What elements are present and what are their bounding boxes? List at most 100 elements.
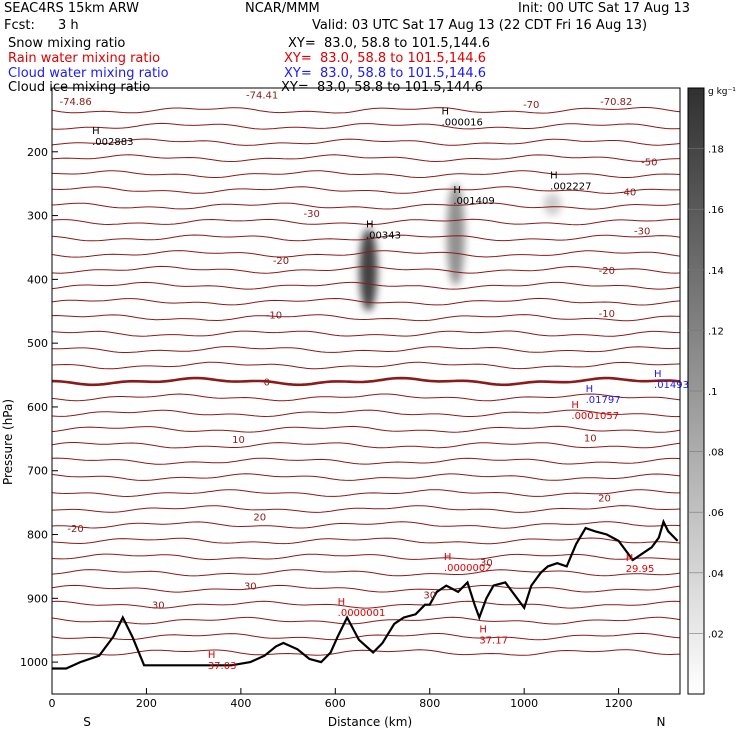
isotherm-line-1	[51, 122, 681, 130]
x-tick-label-2: 400	[230, 697, 251, 710]
y-tick-label-2: 400	[27, 273, 48, 286]
isotherm-label-1: -74.41	[246, 90, 278, 101]
isotherm-line-22	[51, 457, 681, 465]
isotherm-label-15: 20	[598, 494, 611, 505]
maximum-h-marker-9: H	[338, 597, 346, 608]
legend-cloud-ice-xy: XY= 83.0, 58.8 to 101.5,144.6	[281, 80, 484, 95]
y-tick-label-0: 200	[27, 146, 48, 159]
x-axis-label: Distance (km)	[328, 715, 412, 729]
isotherm-line-9	[51, 250, 681, 258]
maximum-value-6: .01493	[654, 380, 689, 391]
isotherm-label-5: -40	[620, 187, 636, 198]
legend-cloud-water-xy: XY= 83.0, 58.8 to 101.5,144.6	[284, 66, 487, 81]
maximum-h-marker-6: H	[654, 369, 662, 380]
temperature-contours	[51, 107, 681, 656]
valid-time: Valid: 03 UTC Sat 17 Aug 13 (22 CDT Fri …	[312, 18, 648, 33]
maximum-value-12: 29.95	[626, 564, 655, 575]
isotherm-line-8	[51, 234, 681, 242]
colorbar-tick-label-0: .02	[708, 629, 724, 640]
maximum-h-marker-12: H	[626, 553, 634, 564]
isotherm-label-6: -30	[304, 209, 320, 220]
isotherm-label-14: 10	[584, 434, 597, 445]
terrain-profile	[52, 518, 679, 670]
isotherm-line-6	[51, 202, 681, 210]
colorbar-tick-label-4: .1	[708, 387, 718, 398]
x-tick-label-5: 1000	[510, 697, 538, 710]
isotherm-line-2	[51, 138, 681, 146]
forecast-hours: 3 h	[58, 18, 79, 33]
y-axis-label: Pressure (hPa)	[1, 399, 15, 485]
x-tick-label-3: 600	[325, 697, 346, 710]
maximum-h-marker-0: H	[92, 126, 100, 137]
y-tick-label-6: 800	[27, 529, 48, 542]
maximum-value-5: .01797	[586, 395, 621, 406]
colorbar: g kg⁻¹ .02 .04 .06 .08 .1 .12 .14 .16 .18	[687, 87, 736, 695]
cloud-column-1	[446, 183, 465, 286]
y-tick-label-8: 1000	[20, 656, 48, 669]
isotherm-line-10	[51, 265, 681, 274]
cloud-column-2	[543, 193, 562, 216]
maximum-value-4: .002227	[550, 181, 591, 192]
isotherm-label-2: -70	[523, 100, 539, 111]
maximum-h-marker-3: H	[453, 185, 461, 196]
isotherm-label-9: -20	[599, 266, 615, 277]
isotherm-label-18: 30	[244, 582, 257, 593]
colorbar-tick-label-1: .04	[708, 569, 724, 580]
x-tick-label-1: 200	[136, 697, 157, 710]
isotherm-label-12: 0	[264, 377, 270, 388]
maximum-value-7: .0001057	[571, 411, 619, 422]
isotherm-line-13	[51, 314, 681, 322]
isotherm-line-26	[51, 521, 681, 529]
isotherm-line-31	[51, 600, 681, 609]
colorbar-tick-label-5: .12	[708, 326, 724, 337]
y-tick-label-4: 600	[27, 401, 48, 414]
maximum-h-marker-10: H	[208, 650, 216, 661]
isotherm-label-21: 30	[423, 590, 436, 601]
isotherm-line-29	[51, 569, 681, 577]
x-tick-label-4: 800	[419, 697, 440, 710]
maximum-value-10: 37.03	[208, 661, 237, 672]
maximum-h-marker-4: H	[550, 170, 558, 181]
south-label: S	[83, 715, 91, 729]
isotherm-line-7	[51, 218, 680, 226]
isotherm-line-33	[51, 632, 681, 641]
y-tick-label-3: 500	[27, 337, 48, 350]
isotherm-line-24	[51, 489, 680, 498]
isotherm-line-14	[51, 330, 681, 337]
y-tick-label-5: 700	[27, 465, 48, 478]
maximum-h-marker-1: H	[442, 107, 450, 118]
north-label: N	[657, 715, 666, 729]
x-tick-label-6: 1200	[605, 697, 633, 710]
isotherm-label-4: -50	[641, 157, 657, 168]
isotherm-line-23	[51, 473, 681, 481]
isotherm-label-10: -10	[266, 310, 282, 321]
center-label: NCAR/MMM	[245, 1, 320, 16]
y-tick-label-1: 300	[27, 210, 48, 223]
isotherm-label-16: 20	[253, 513, 266, 524]
maximum-h-marker-2: H	[366, 220, 374, 231]
legend-snow-xy: XY= 83.0, 58.8 to 101.5,144.6	[288, 36, 491, 51]
isotherm-line-15	[51, 346, 681, 353]
isotherm-line-0	[51, 107, 681, 114]
colorbar-tick-label-7: .16	[708, 205, 724, 216]
isotherm-line-27	[51, 537, 681, 545]
model-title: SEAC4RS 15km ARW	[4, 1, 140, 16]
axes: 0 200 400 600 800 1000 1200 200 300 400 500 600 700 8…	[20, 146, 633, 710]
colorbar-unit: g kg⁻¹	[708, 87, 736, 97]
isotherm-label-3: -70.82	[600, 97, 632, 108]
colorbar-tick-label-8: .18	[708, 145, 724, 156]
isotherm-line-34	[52, 649, 681, 656]
isotherm-label-20: 30	[480, 558, 493, 569]
isotherm-line-17	[51, 376, 681, 387]
isotherm-label-11: -10	[599, 309, 615, 320]
colorbar-tick-label-6: .14	[708, 266, 724, 277]
legend-cloud-ice-label: Cloud ice mixing ratio	[8, 80, 151, 95]
maximum-value-8: .0000002	[444, 563, 492, 574]
cloud-shading	[359, 183, 562, 312]
forecast-label: Fcst:	[4, 18, 35, 33]
y-tick-label-7: 900	[27, 592, 48, 605]
isotherm-label-17: -20	[67, 524, 83, 535]
isotherm-line-18	[51, 393, 681, 402]
maxima-markers: H.002883H.000016H.00343H.001409H.002227H…	[92, 107, 689, 672]
